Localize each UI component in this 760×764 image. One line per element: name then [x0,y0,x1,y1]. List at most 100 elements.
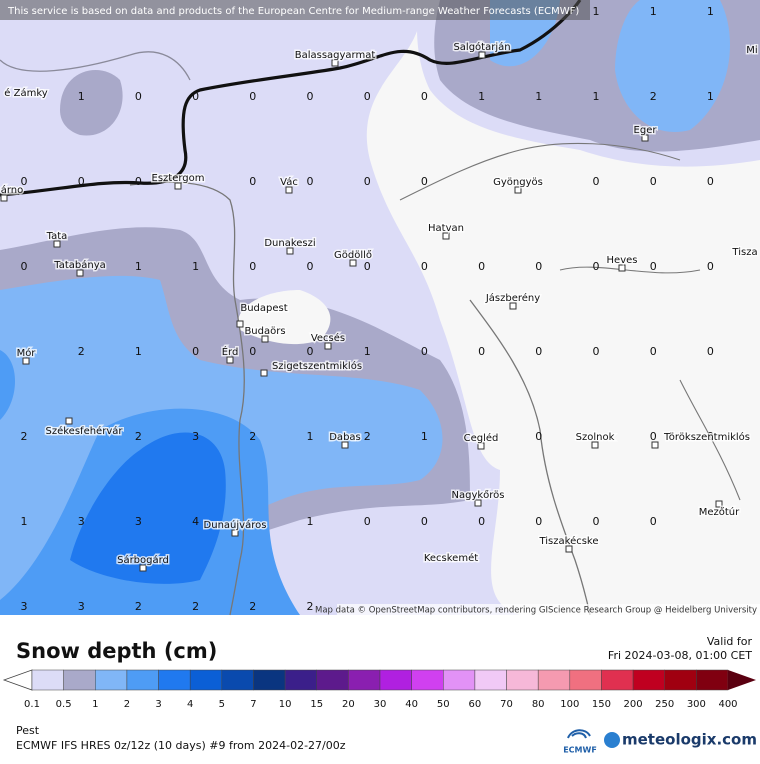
legend-level: 10 [279,699,292,710]
urban-area [238,290,331,345]
grid-value: 0 [307,260,314,273]
city-marker [442,232,450,240]
legend-below [2,669,33,691]
legend-swatch [284,669,317,691]
grid-value: 0 [21,260,28,273]
city-label: Gyöngyös [493,177,543,188]
grid-value: 0 [593,175,600,188]
legend-swatch [189,669,223,691]
grid-value: 2 [249,600,256,613]
grid-value: 1 [478,90,485,103]
legend-level: 15 [310,699,323,710]
cities: é Zámky árno Mi Tisza Balassagyarmat Salgótar… [0,40,759,572]
city-marker [231,529,239,537]
city-marker [261,335,269,343]
city-label: Vecsés [311,332,345,344]
legend-swatch [95,669,128,691]
city-label: Salgótarján [453,41,510,53]
city-label: Hatvan [428,223,464,234]
grid-value: 0 [478,345,485,358]
legend-level: 30 [374,699,387,710]
legend-level: 400 [718,699,737,710]
country-border [0,0,582,197]
city-marker [715,500,723,508]
grid-value: 1 [535,90,542,103]
grid-value: 1 [21,515,28,528]
city-label: Törökszentmiklós [663,431,750,443]
city-marker [53,240,61,248]
city-label: Dabas [329,432,361,443]
city-label: Érd [222,345,239,358]
city-label: é Zámky [4,87,47,99]
legend-level: 0.5 [56,699,72,710]
grid-value: 0 [535,260,542,273]
credits-bg [337,604,760,616]
grid-value: 0 [249,175,256,188]
legend-swatch [31,669,64,691]
grid-value: 0 [650,515,657,528]
grid-value: 0 [364,515,371,528]
city-label: Tiszakécske [538,535,598,547]
grid-value: 1 [650,5,657,18]
valid-time: Fri 2024-03-08, 01:00 CET [608,649,752,662]
grid-value: 0 [593,260,600,273]
grid-value: 0 [421,175,428,188]
city-label: Budaörs [244,326,285,337]
grid-value: 2 [78,345,85,358]
city-marker [22,357,30,365]
city-label: árno [1,184,24,196]
legend-level: 5 [219,699,225,710]
city-label: Vác [280,176,298,188]
city-label: Székesfehérvár [46,425,124,437]
city-marker [509,302,517,310]
grid-value: 0 [192,90,199,103]
legend-level: 80 [532,699,545,710]
legend-swatch [63,669,96,691]
city-label: Nagykőrös [451,489,504,501]
legend-swatch [506,669,539,691]
legend-swatch [443,669,476,691]
grid-value: 1 [593,90,600,103]
city-label: Eger [634,125,658,136]
snow-band [70,432,226,584]
model-info: ECMWF IFS HRES 0z/12z (10 days) #9 from … [16,739,346,752]
grid-value: 1 [78,90,85,103]
city-marker [285,186,293,194]
city-marker [514,186,522,194]
legend-level: 100 [560,699,579,710]
grid-value: 0 [650,345,657,358]
grid-value: 4 [192,515,199,528]
grid-value: 2 [650,90,657,103]
city-marker [474,499,482,507]
brand: meteologix.com [622,731,757,749]
grid-value: 0 [78,175,85,188]
grid-value: 2 [364,430,371,443]
city-label: Dunaújváros [204,519,267,531]
legend-swatch [411,669,444,691]
grid-value: 0 [364,175,371,188]
legend-swatch [537,669,571,691]
city-marker [236,320,244,328]
city-label: Tisza [731,247,757,258]
grid-value: 0 [21,175,28,188]
grid-value: 0 [421,260,428,273]
city-marker [139,564,147,572]
grid-value: 2 [249,430,256,443]
city-label: Mezőtúr [699,506,740,518]
valid-label: Valid for [707,635,753,648]
city-label: Balassagyarmat [295,50,376,61]
legend-level: 250 [655,699,674,710]
legend-level: 2 [124,699,130,710]
legend-level: 20 [342,699,355,710]
city-label: Gödöllő [334,249,372,261]
legend-level: 150 [592,699,611,710]
legend-swatch [221,669,254,691]
grid-value: 1 [192,260,199,273]
location: Pest [16,724,40,737]
grid-value: 1 [307,515,314,528]
brand-logo [604,732,620,748]
city-marker [76,269,84,277]
legend-level: 40 [405,699,418,710]
city-label: Sárbogárd [117,554,169,566]
legend-swatch [601,669,634,691]
